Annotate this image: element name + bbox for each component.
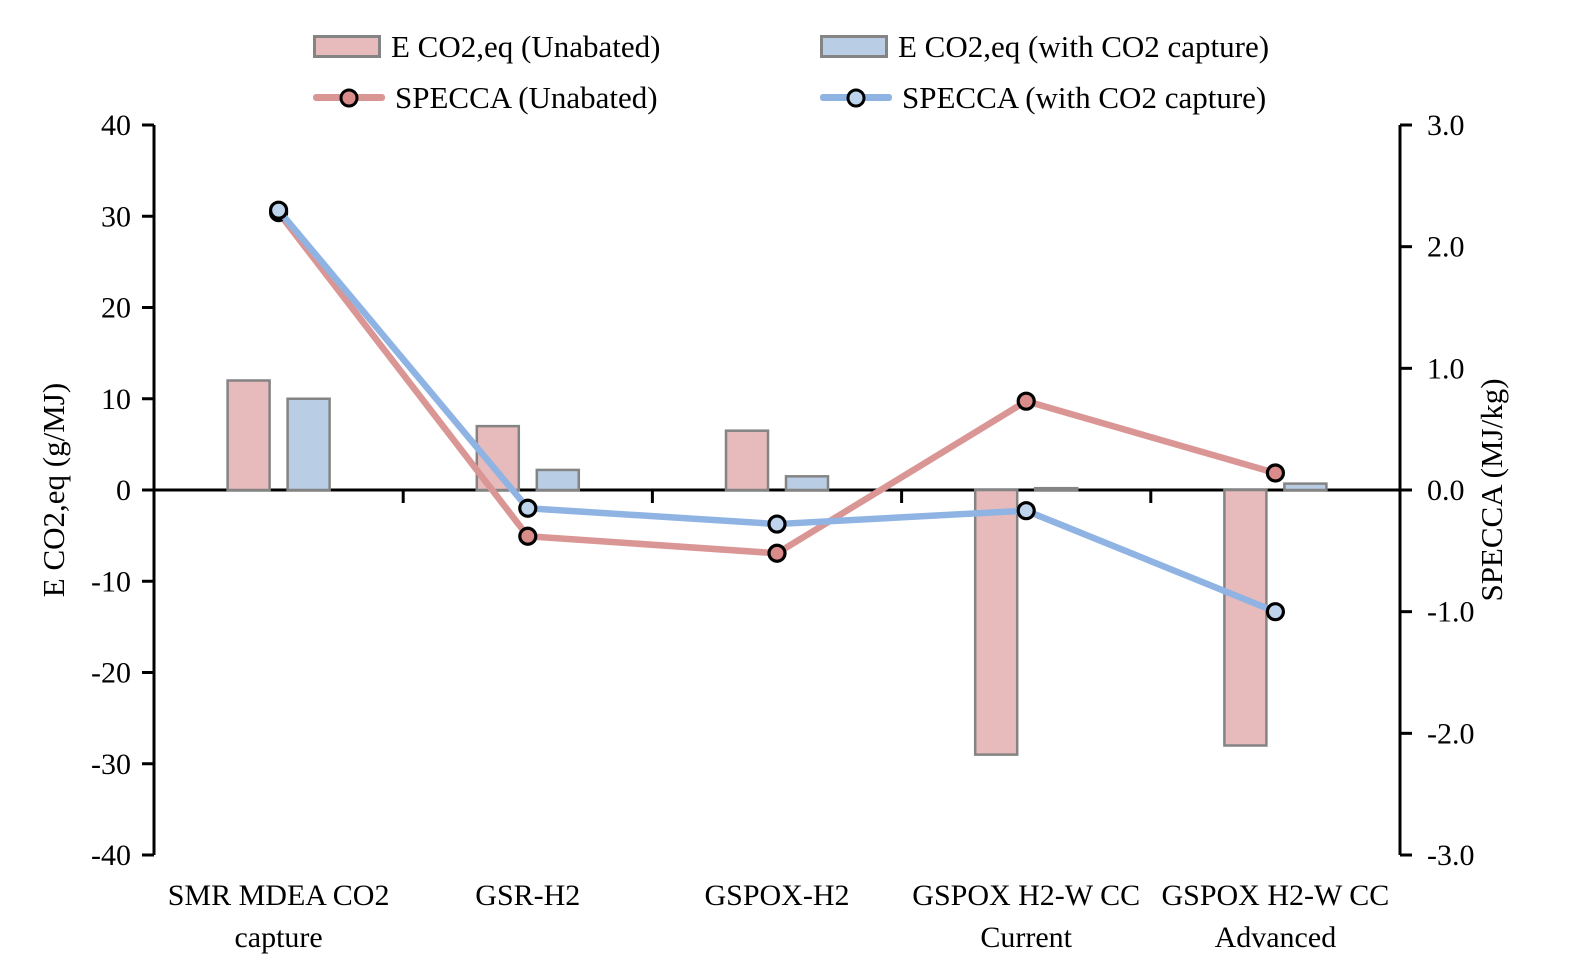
left-tick-label: 40 (101, 109, 131, 142)
bar (1033, 486, 1079, 492)
bar (724, 429, 770, 492)
line-series-capture (269, 200, 1286, 622)
bar (535, 468, 581, 492)
left-tick-label: -20 (91, 657, 131, 690)
data-point-marker (767, 514, 787, 534)
right-tick-label: -1.0 (1427, 596, 1475, 629)
legend-line-marker-specca-unabated-icon (313, 88, 385, 107)
bar (286, 397, 331, 492)
data-point-marker (518, 498, 538, 518)
category-label: SMR MDEA CO2 (168, 879, 390, 912)
data-point-marker (1016, 391, 1036, 411)
right-tick-label: 2.0 (1427, 231, 1465, 264)
right-tick-label: -2.0 (1427, 717, 1475, 750)
legend-label-specca-unabated: SPECCA (Unabated) (395, 80, 658, 115)
category-labels: SMR MDEA CO2 capture GSR-H2 GSPOX-H2 GSPOX H… (168, 879, 1390, 954)
category-label: Advanced (1215, 921, 1337, 954)
category-label: GSR-H2 (475, 879, 580, 912)
right-axis-title: SPECCA (MJ/kg) (1474, 378, 1509, 601)
category-label: Current (980, 921, 1072, 954)
category-label: GSPOX-H2 (704, 879, 849, 912)
chart-legend: E CO2,eq (Unabated) SPECCA (Unabated) E … (0, 0, 1594, 140)
legend-item-specca-unabated: SPECCA (Unabated) (313, 80, 660, 115)
series-line (275, 209, 1279, 557)
bar (1283, 482, 1328, 492)
category-label: GSPOX H2-W CC (1161, 879, 1389, 912)
legend-swatch-eco2-capture-icon (820, 35, 888, 58)
right-axis-ticks: 3.0 2.0 1.0 0.0 -1.0 -2.0 -3.0 (1400, 109, 1475, 872)
data-point-marker (1265, 602, 1286, 622)
legend-swatch-eco2-unabated-icon (313, 35, 381, 58)
left-tick-label: -10 (91, 565, 131, 598)
legend-label-specca-capture: SPECCA (with CO2 capture) (902, 80, 1267, 115)
left-axis-title: E CO2,eq (g/MJ) (36, 383, 71, 597)
legend-column-unabated: E CO2,eq (Unabated) SPECCA (Unabated) (313, 29, 661, 135)
legend-item-eco2-unabated: E CO2,eq (Unabated) (313, 29, 661, 64)
bar (973, 488, 1019, 756)
legend-line-marker-specca-capture-icon (820, 88, 892, 107)
category-label: GSPOX H2-W CC (912, 879, 1140, 912)
data-point-marker (269, 200, 289, 220)
legend-item-specca-capture: SPECCA (with CO2 capture) (820, 80, 1269, 115)
right-tick-label: -3.0 (1427, 839, 1475, 872)
left-tick-label: 20 (101, 292, 131, 325)
legend-item-eco2-capture: E CO2,eq (with CO2 capture) (820, 29, 1270, 64)
legend-label-eco2-unabated: E CO2,eq (Unabated) (391, 29, 661, 64)
legend-column-capture: E CO2,eq (with CO2 capture) SPECCA (with… (820, 29, 1270, 135)
right-tick-label: 1.0 (1427, 352, 1465, 385)
data-point-marker (518, 526, 538, 546)
left-axis-ticks: 40 30 20 10 0 -10 -20 -30 -40 (91, 109, 154, 872)
right-tick-label: 0.0 (1427, 474, 1465, 507)
bar-series-capture (286, 397, 1328, 492)
left-tick-label: 0 (116, 474, 131, 507)
bar (226, 379, 271, 492)
legend-label-eco2-capture: E CO2,eq (with CO2 capture) (898, 29, 1270, 64)
left-tick-label: 30 (101, 200, 131, 233)
category-ticks (401, 490, 1153, 503)
bar (784, 475, 830, 492)
data-point-marker (767, 543, 787, 563)
bar (1223, 488, 1268, 747)
left-tick-label: -30 (91, 748, 131, 781)
category-label: capture (234, 921, 322, 954)
bar-series-unabated (226, 379, 1268, 756)
left-tick-label: 10 (101, 383, 131, 416)
left-tick-label: -40 (91, 839, 131, 872)
data-point-marker (1265, 463, 1286, 483)
right-tick-label: 3.0 (1427, 109, 1465, 142)
data-point-marker (1016, 501, 1036, 521)
